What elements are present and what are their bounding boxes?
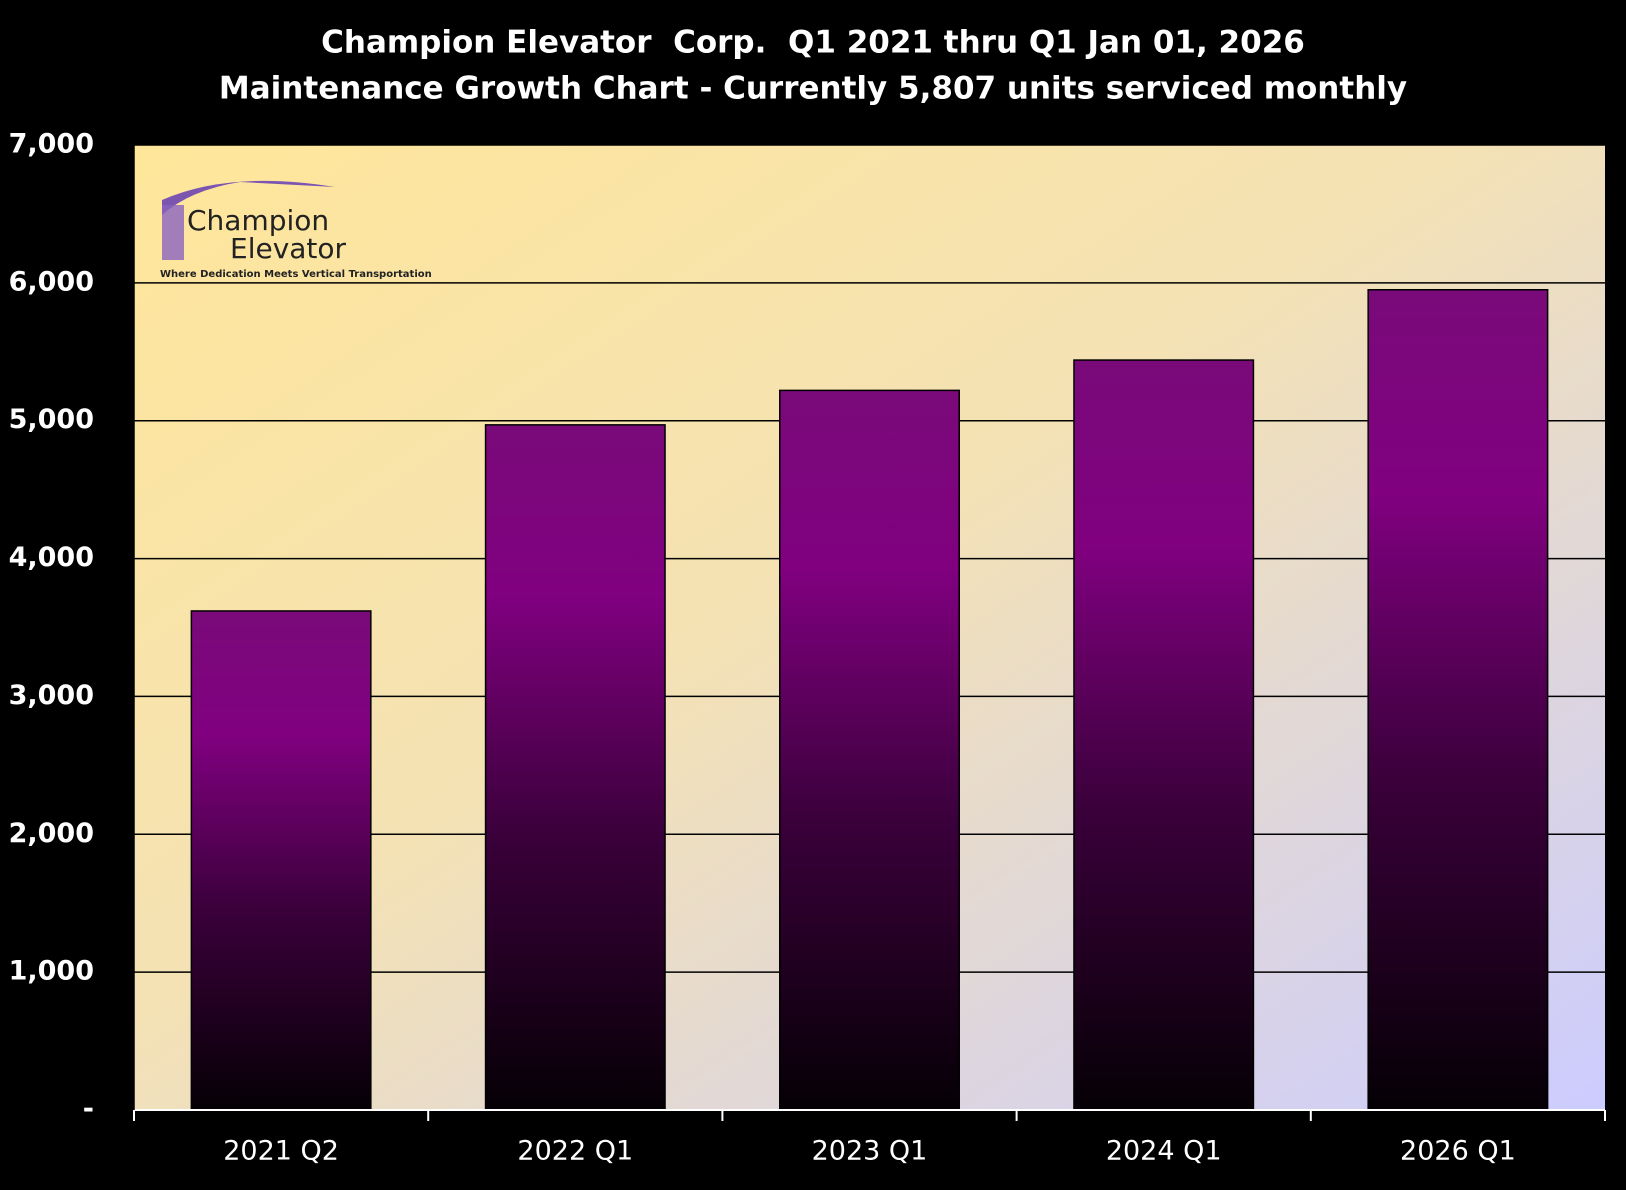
logo-line1: Champion	[187, 204, 329, 237]
y-tick-label: 5,000	[9, 404, 94, 435]
y-tick-label: 2,000	[9, 818, 94, 849]
y-tick-label: 1,000	[9, 956, 94, 987]
logo-flag	[162, 205, 184, 260]
y-tick-label: 7,000	[9, 129, 94, 160]
bar	[1073, 359, 1255, 1111]
y-tick-label: 6,000	[9, 266, 94, 297]
x-tick-label: 2024 Q1	[1106, 1136, 1222, 1167]
bar	[484, 424, 666, 1111]
bar	[1367, 289, 1549, 1111]
x-tick-label: 2021 Q2	[223, 1136, 339, 1167]
chart-title: Champion Elevator Corp. Q1 2021 thru Q1 …	[321, 25, 1305, 61]
y-tick-label: -	[83, 1094, 94, 1125]
y-tick-label: 4,000	[9, 542, 94, 573]
x-tick-label: 2023 Q1	[812, 1136, 928, 1167]
bar	[190, 610, 372, 1111]
x-tick-label: 2026 Q1	[1400, 1136, 1516, 1167]
logo: Champion Elevator Where Dedication Meets…	[160, 180, 432, 280]
logo-swoosh	[162, 180, 335, 215]
bar	[779, 389, 960, 1111]
chart-subtitle: Maintenance Growth Chart - Currently 5,8…	[219, 71, 1407, 107]
y-tick-label: 3,000	[9, 680, 94, 711]
logo-tagline: Where Dedication Meets Vertical Transpor…	[160, 269, 432, 280]
logo-line2: Elevator	[230, 232, 347, 265]
x-tick-label: 2022 Q1	[517, 1136, 633, 1167]
